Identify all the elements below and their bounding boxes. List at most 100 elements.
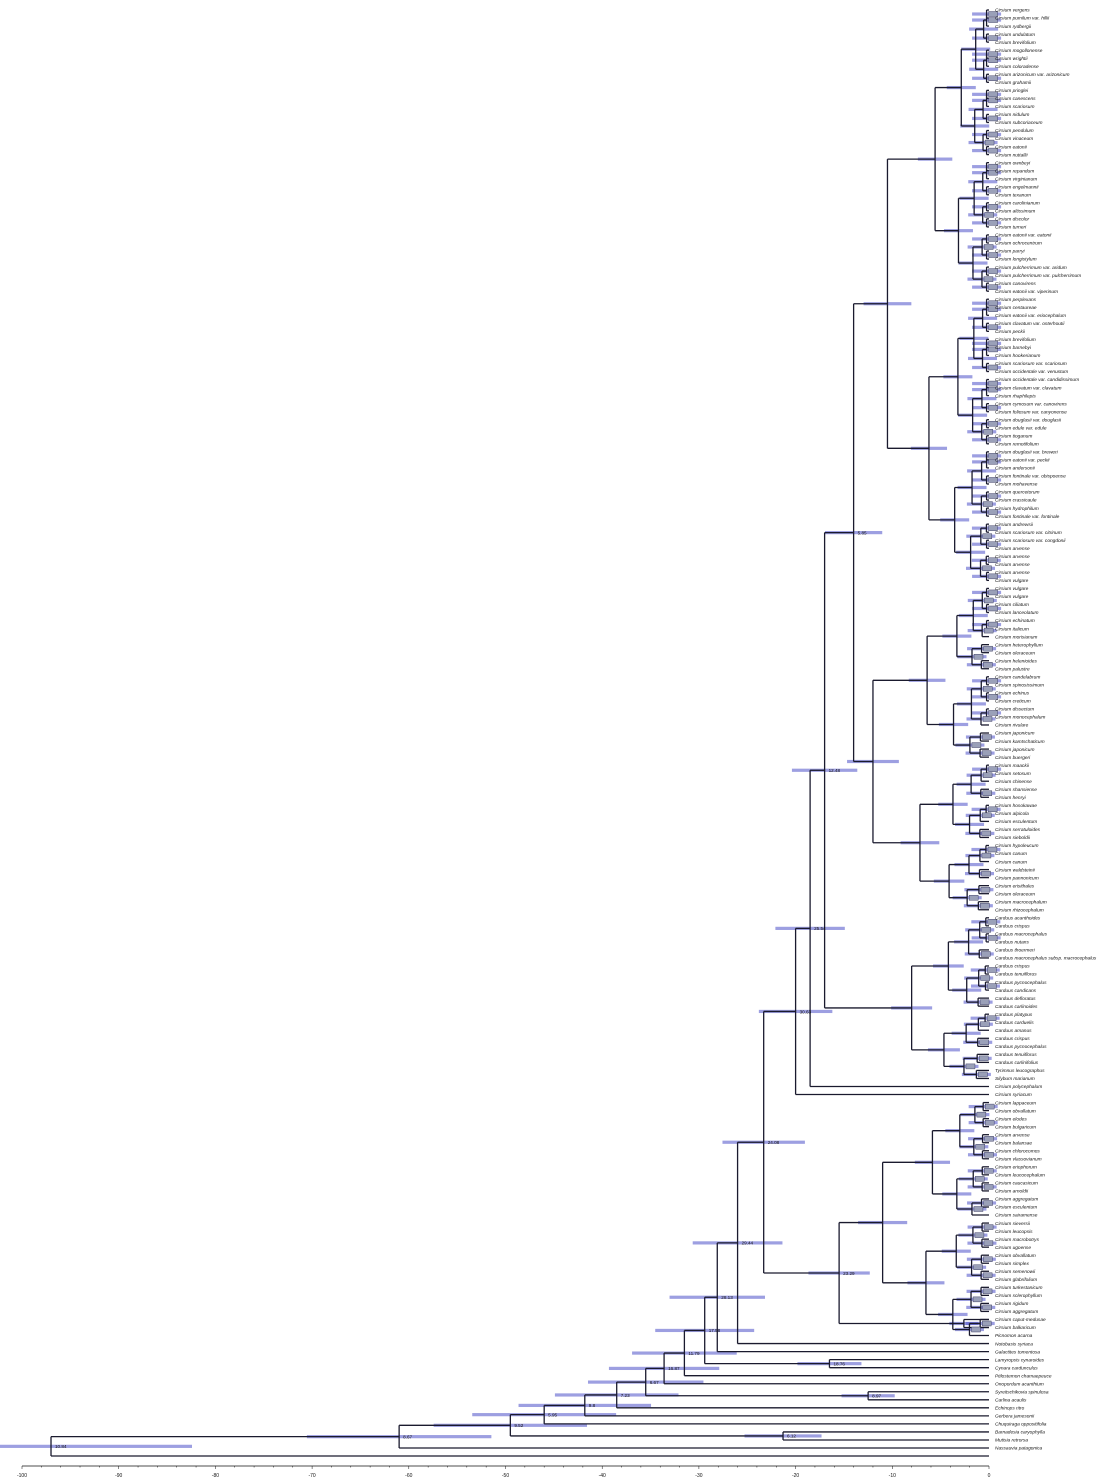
axis-tick-label: -80 xyxy=(212,1473,219,1479)
node-age-labels: 10.84 8.67 9.52 5.95 9.8 7.23 6.67 16.87 11.79 17… xyxy=(55,530,882,1449)
node-age-box xyxy=(983,244,994,250)
tip-label: Cirsium canum xyxy=(995,859,1027,865)
node-age-label: 12.48 xyxy=(829,768,841,773)
node-age-box xyxy=(980,886,991,893)
tip-label: Cirsium repandum xyxy=(995,168,1034,174)
node-age-box xyxy=(988,404,998,411)
node-age-box xyxy=(988,557,998,563)
node-age-label: 18.76 xyxy=(833,1361,845,1366)
tip-label: Cirsium serratuloides xyxy=(995,827,1041,833)
node-age-box xyxy=(981,750,992,756)
node-age-label: 28.13 xyxy=(721,1295,733,1300)
node-age-box xyxy=(987,846,998,853)
axis-tick-label: -90 xyxy=(115,1473,122,1479)
tip-label: Cirsium turkestanicum xyxy=(995,1285,1042,1291)
node-age-box xyxy=(983,627,994,634)
tip-label: Cirsium sieboldii xyxy=(995,835,1031,841)
node-age-box xyxy=(971,742,982,748)
tip-label: Cirsium morisianum xyxy=(995,634,1037,640)
node-age-box xyxy=(988,115,998,122)
node-age-box xyxy=(982,734,992,740)
tip-label: Cirsium hydrophilum xyxy=(995,506,1039,512)
node-age-label: 8.67 xyxy=(403,1434,412,1439)
node-age-box xyxy=(988,169,998,176)
tip-label: Mutisia retrorsa xyxy=(995,1438,1028,1444)
tip-label: Cirsium sairamense xyxy=(995,1213,1038,1219)
tip-label: Cirsium helenioides xyxy=(995,658,1037,664)
node-age-boxes xyxy=(965,11,998,1333)
node-age-box xyxy=(980,1021,990,1027)
node-age-box xyxy=(974,1232,985,1238)
node-age-box xyxy=(981,927,991,933)
node-age-box xyxy=(978,1071,988,1078)
tip-label: Cirsium remotifolium xyxy=(995,442,1039,448)
axis-tick-label: -50 xyxy=(502,1473,509,1479)
node-age-box xyxy=(988,11,998,17)
tip-label: Onopordum acanthium xyxy=(995,1381,1044,1387)
tip-label: Cirsium fontinale var. obispoense xyxy=(995,474,1066,480)
node-age-box xyxy=(987,919,998,925)
node-age-box xyxy=(988,380,998,387)
node-age-box xyxy=(988,236,998,242)
tip-label: Cirsium engelmannii xyxy=(995,184,1039,190)
node-age-box xyxy=(984,1119,995,1126)
tip-label: Cirsium occidentale var. venustum xyxy=(995,369,1068,375)
tip-label: Cirsium buergeri xyxy=(995,755,1031,761)
tip-label: Cirsium vulgare xyxy=(995,586,1029,592)
node-age-box xyxy=(988,97,998,104)
tip-label: Cirsium hosokawae xyxy=(995,803,1037,809)
tip-label: Cirsium rydbergii xyxy=(995,24,1032,30)
node-age-label: 11.79 xyxy=(688,1351,700,1356)
node-age-box xyxy=(984,212,994,218)
tip-label: Carduus acanthoides xyxy=(995,915,1041,921)
tip-label: Cirsium scariosum var. congdonii xyxy=(995,538,1066,544)
tip-label: Cirsium arvense xyxy=(995,1132,1030,1138)
node-age-label: 10.84 xyxy=(55,1444,67,1449)
tip-label: Nassauvia patagonica xyxy=(995,1446,1043,1452)
tip-label: Cirsium ochrocentrum xyxy=(995,241,1042,247)
node-age-box xyxy=(988,386,998,393)
node-age-box xyxy=(983,662,993,668)
tip-label: Carduus macrocephalus xyxy=(995,932,1048,938)
tip-label: Cirsium eatonii xyxy=(995,144,1028,150)
tip-label: Cirsium arizonicum var. arizonicum xyxy=(995,72,1069,78)
node-age-box xyxy=(988,766,998,772)
tip-label: Cirsium oleraceum xyxy=(995,650,1035,656)
node-age-box xyxy=(983,686,993,692)
node-age-label: 30.63 xyxy=(800,1009,812,1014)
node-age-box xyxy=(984,1152,994,1158)
tip-label: Cirsium wrightii xyxy=(995,56,1028,62)
time-axis: -100 -90 -80 -70 -60 -50 -40 -30 -20 -10 0 xyxy=(17,1465,991,1479)
tip-label: Carduus tenuiflorus xyxy=(995,1052,1037,1058)
tip-label: Cirsium hookerianum xyxy=(995,353,1040,359)
tip-label: Cirsium nuttallii xyxy=(995,152,1028,158)
tip-label: Cirsium kamtschaticum xyxy=(995,739,1045,745)
node-age-box xyxy=(983,1240,994,1246)
node-age-box xyxy=(988,477,998,483)
node-age-box xyxy=(988,268,998,274)
node-age-label: 9.52 xyxy=(514,1423,523,1428)
node-age-box xyxy=(988,453,998,459)
tip-label: Cirsium ownbeyi xyxy=(995,160,1031,166)
tip-label: Barnadesia caryophylla xyxy=(995,1430,1045,1436)
tip-label: Cirsium maackii xyxy=(995,763,1030,769)
node-age-box xyxy=(988,437,998,443)
tip-labels: Cirsium vergens Cirsium pumilum var. hill… xyxy=(995,8,1097,1452)
tip-label: Cirsium rhaphilepis xyxy=(995,393,1036,399)
axis-tick-label: -40 xyxy=(599,1473,606,1479)
node-age-box xyxy=(981,830,992,837)
tip-label: Cirsium coloradense xyxy=(995,64,1039,70)
node-age-box xyxy=(988,459,998,465)
node-age-box xyxy=(988,493,998,499)
node-age-box xyxy=(982,716,993,722)
tip-label: Cirsium spinosissimum xyxy=(995,683,1044,689)
tip-label: Cirsium aggregatum xyxy=(995,1197,1038,1203)
tip-label: Cirsium rivulare xyxy=(995,723,1029,729)
node-age-box xyxy=(987,806,998,813)
node-age-box xyxy=(982,1304,992,1311)
node-age-box xyxy=(988,589,998,596)
tip-label: Ptilostemon chamaepeuce xyxy=(995,1373,1052,1379)
node-age-box xyxy=(984,597,994,604)
node-age-box xyxy=(975,1176,985,1182)
tip-label: Carduus macrocephalus subsp. macrocephal… xyxy=(995,956,1097,962)
